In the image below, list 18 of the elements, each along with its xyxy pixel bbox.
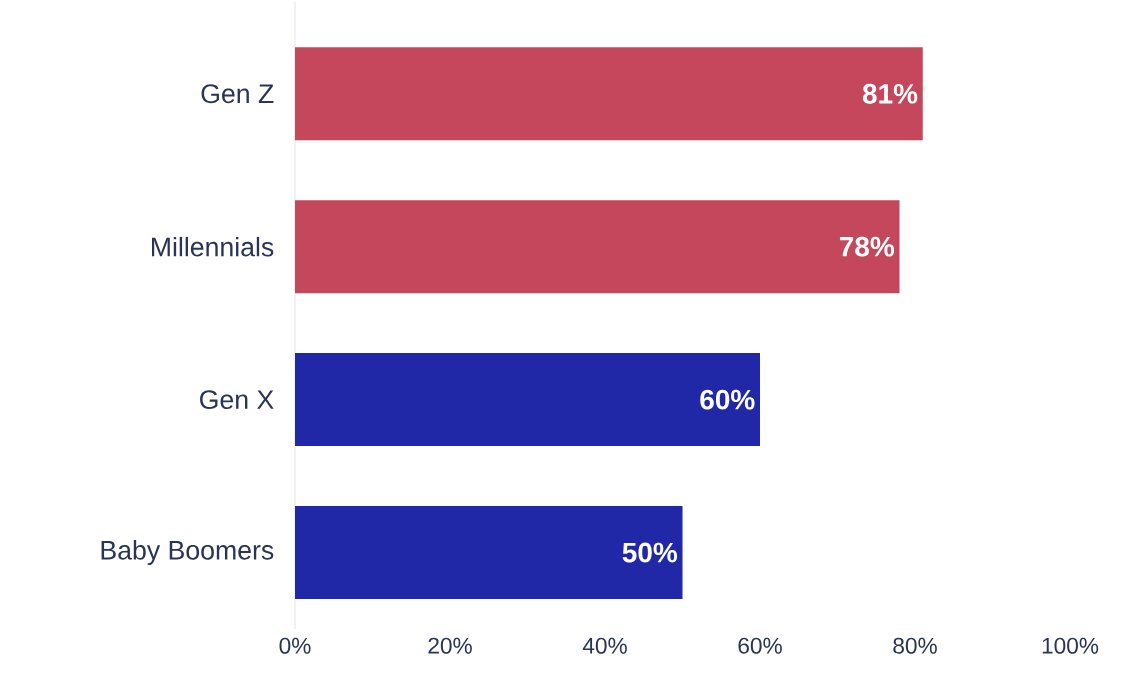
y-tick-label: Millennials <box>152 236 274 257</box>
x-tick-label: 40% <box>582 637 627 654</box>
x-tick-label: 100% <box>1042 637 1099 654</box>
x-tick-label: 20% <box>428 637 472 654</box>
data-label: 50% <box>622 542 678 563</box>
y-tick-label: Gen X <box>200 390 274 410</box>
bar <box>295 47 923 141</box>
y-tick-label: Gen Z <box>201 84 274 104</box>
bar <box>295 353 761 447</box>
x-tick-label: 0% <box>279 637 311 654</box>
x-tick-label: 80% <box>893 637 937 654</box>
data-label: 81% <box>862 83 918 104</box>
bar <box>295 506 683 600</box>
x-tick-label: 60% <box>738 637 782 654</box>
data-label: 78% <box>839 236 895 257</box>
data-label: 60% <box>700 389 755 410</box>
bar <box>295 200 900 294</box>
y-tick-label: Baby Boomers <box>101 540 274 565</box>
